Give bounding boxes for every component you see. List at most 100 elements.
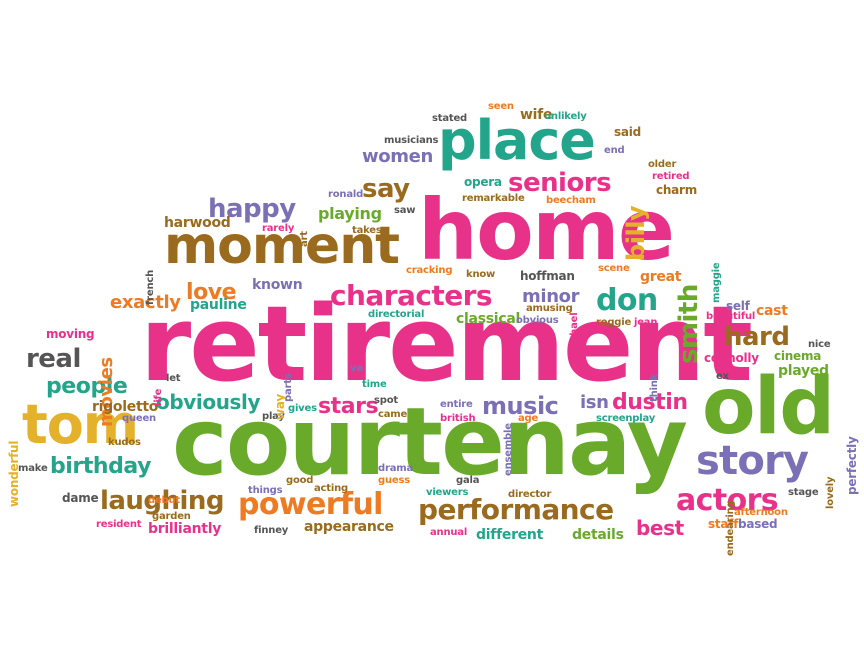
word-british: british: [440, 413, 476, 424]
word-people: people: [46, 374, 128, 399]
word-debut: debut: [148, 495, 180, 506]
word-think: think: [649, 373, 660, 402]
word-unlikely: unlikely: [544, 111, 587, 122]
word-ronald: ronald: [328, 189, 364, 200]
word-time: time: [362, 379, 387, 390]
word-known: known: [252, 277, 303, 293]
word-spot: spot: [374, 395, 398, 406]
word-michael: michael: [569, 312, 580, 355]
word-saw: saw: [394, 205, 416, 216]
word-charm: charm: [656, 183, 697, 197]
word-reggie: reggie: [596, 317, 632, 328]
word-stars: stars: [318, 394, 379, 419]
word-older: older: [648, 159, 677, 170]
word-real: real: [26, 344, 81, 374]
word-make: make: [18, 463, 48, 474]
word-finney: finney: [254, 525, 289, 536]
word-acting: acting: [314, 483, 348, 494]
word-minor: minor: [522, 286, 580, 307]
word-drama: drama: [378, 463, 414, 474]
word-hoffman: hoffman: [520, 269, 575, 283]
word-exactly: exactly: [110, 292, 181, 313]
word-actors: actors: [676, 483, 779, 518]
word-music: music: [482, 392, 559, 420]
word-good: good: [286, 475, 314, 486]
word-moment: moment: [164, 216, 400, 276]
word-played: played: [778, 363, 829, 379]
word-resident: resident: [96, 519, 142, 530]
word-know: know: [466, 269, 496, 280]
word-said: said: [614, 125, 641, 139]
word-beecham: beecham: [546, 195, 596, 206]
word-story: story: [696, 438, 809, 484]
word-age: age: [518, 413, 539, 424]
word-best: best: [636, 516, 684, 540]
word-courtenay: courtenay: [172, 388, 688, 497]
word-ensemble: ensemble: [503, 423, 514, 476]
word-don: don: [596, 283, 658, 318]
word-birthday: birthday: [50, 454, 152, 479]
word-staff: staff: [708, 517, 739, 531]
word-let: let: [166, 373, 181, 384]
word-lovely: lovely: [825, 476, 836, 509]
word-parts: parts: [283, 372, 294, 402]
word-movies: movies: [96, 357, 117, 428]
word-gala: gala: [456, 475, 480, 486]
word-queen: queen: [122, 413, 156, 424]
word-wife: wife: [520, 107, 553, 123]
word-end: end: [604, 145, 625, 156]
word-life: life: [153, 388, 164, 406]
word-brilliantly: brilliantly: [148, 521, 222, 537]
word-remarkable: remarkable: [462, 193, 525, 204]
word-pauline: pauline: [190, 297, 247, 313]
word-beautiful: beautiful: [706, 311, 756, 322]
word-performance: performance: [418, 493, 614, 526]
word-isn: isn: [580, 392, 609, 413]
word-amusing: amusing: [526, 303, 573, 314]
word-say: say: [362, 174, 410, 204]
word-french: french: [145, 269, 156, 305]
word-based: based: [738, 517, 778, 531]
word-rarely: rarely: [262, 223, 295, 234]
word-seen: seen: [488, 101, 514, 112]
word-harwood: harwood: [164, 215, 231, 231]
word-powerful: powerful: [238, 487, 383, 522]
word-happy: happy: [208, 194, 296, 224]
word-director: director: [508, 489, 552, 500]
word-moving: moving: [46, 327, 95, 341]
word-stage: stage: [788, 487, 819, 498]
word-laughing: laughing: [100, 486, 224, 516]
word-playing: playing: [318, 204, 382, 223]
word-guess: guess: [378, 475, 410, 486]
word-classical: classical: [456, 311, 521, 327]
word-place: place: [438, 109, 596, 172]
word-garden: garden: [152, 511, 191, 522]
word-retirement: retirement: [140, 283, 753, 405]
word-things: things: [248, 485, 283, 496]
word-play: play: [262, 411, 285, 422]
word-stated: stated: [432, 113, 468, 124]
word-love: love: [186, 280, 237, 305]
word-obviously: obviously: [156, 390, 261, 414]
word-cinema: cinema: [774, 349, 822, 363]
word-perfectly: perfectly: [845, 436, 859, 496]
word-women: women: [362, 146, 433, 167]
word-came: came: [378, 409, 408, 420]
word-ve: ve: [350, 363, 363, 374]
word-viewers: viewers: [426, 487, 469, 498]
word-old: old: [702, 362, 835, 452]
word-cast: cast: [756, 303, 788, 319]
word-screenplay: screenplay: [596, 413, 656, 424]
word-kudos: kudos: [108, 437, 141, 448]
word-retired: retired: [652, 171, 690, 182]
word-musicians: musicians: [384, 135, 439, 146]
word-gives: gives: [288, 403, 317, 414]
word-characters: characters: [330, 279, 493, 312]
word-maggie: maggie: [711, 262, 722, 304]
word-ex: ex: [716, 371, 729, 382]
word-cracking: cracking: [406, 265, 453, 276]
word-billy: billy: [622, 205, 650, 261]
word-great: great: [640, 269, 682, 285]
word-seniors: seniors: [508, 168, 612, 198]
